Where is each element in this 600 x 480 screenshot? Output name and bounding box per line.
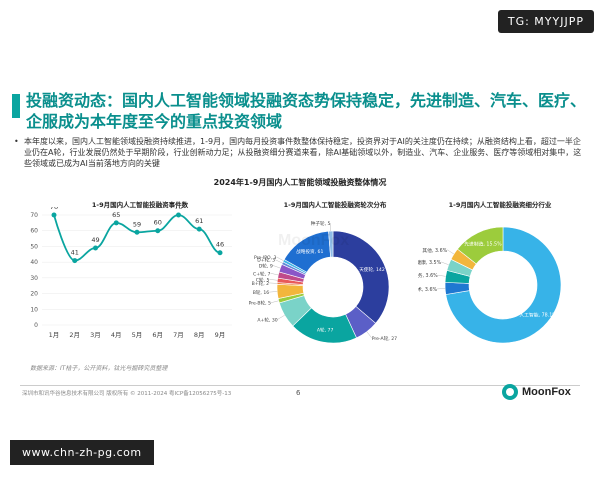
leader-line (447, 249, 455, 255)
pie-slice (457, 226, 504, 265)
slice-label: Pre-B轮, 5 (249, 300, 271, 307)
data-point (113, 220, 119, 226)
tg-watermark: TG: MYYJJPP (497, 10, 594, 33)
summary-bullet: • 本年度以来，国内人工智能领域投融资持续推进，1-9月，国内每月投资事件数整体… (14, 136, 584, 169)
data-point (217, 250, 223, 256)
slice-label: 天使轮, 142 (359, 266, 385, 273)
moonfox-watermark: MoonFox (278, 232, 350, 249)
data-label: 60 (154, 219, 162, 227)
footer-divider (20, 385, 580, 386)
section-title: 2024年1-9月国内人工智能领域投融资整体情况 (213, 178, 387, 187)
y-tick-label: 70 (30, 212, 38, 219)
moonfox-logo: MoonFox (502, 384, 571, 400)
x-tick-label: 4月 (111, 331, 122, 339)
x-tick-label: 5月 (132, 331, 143, 339)
x-tick-label: 2月 (69, 331, 80, 339)
data-point (134, 229, 140, 235)
data-point (155, 228, 161, 234)
leader-line (277, 315, 285, 320)
y-tick-label: 0 (34, 322, 38, 329)
x-tick-label: 9月 (215, 331, 226, 339)
logo-text: MoonFox (522, 386, 571, 398)
line-chart-title: 1-9月国内人工智能投融资事件数 (91, 201, 189, 209)
y-tick-label: 40 (30, 259, 38, 266)
y-tick-label: 30 (30, 275, 38, 282)
leader-line (275, 259, 283, 264)
pie-slice (332, 230, 390, 324)
slice-label: Pre-IPO, 3 (254, 255, 277, 261)
pie-slice (445, 226, 562, 344)
pie-slice (328, 230, 334, 258)
leader-line (269, 279, 278, 281)
data-point (51, 212, 57, 218)
rounds-chart-title: 1-9月国内人工智能投融资轮次分布 (283, 201, 387, 209)
slice-label: C轮, 5 (256, 276, 270, 283)
slice-label: 种子轮, 5 (311, 220, 331, 227)
title-accent-bar (12, 94, 20, 118)
slide-title: 投融资动态：国内人工智能领域投融资态势保持稳定，先进制造、汽车、医疗、企服成为本… (26, 91, 587, 131)
data-label: 70 (174, 207, 182, 211)
y-tick-label: 60 (30, 228, 38, 235)
data-label: 70 (50, 207, 58, 211)
slice-label: 企业服务, 3.6% (418, 272, 438, 279)
industry-chart-title: 1-9月国内人工智能投融资细分行业 (448, 201, 552, 209)
x-tick-label: 3月 (90, 331, 101, 339)
summary-text: 本年度以来，国内人工智能领域投融资持续推进，1-9月，国内每月投资事件数整体保持… (24, 137, 582, 168)
leader-line (366, 331, 372, 339)
leader-line (441, 261, 449, 265)
page-number: 6 (296, 389, 301, 397)
industry-donut-chart: 人工智能, 78.1% 汽车技术, 3.6% 企业服务, 3.6% 医疗健康, 3.5… (418, 226, 562, 344)
leader-line (437, 274, 446, 277)
data-label: 61 (195, 217, 203, 225)
slice-label: B轮, 16 (253, 289, 270, 296)
leader-line (270, 300, 279, 303)
slice-label: A轮, 77 (317, 326, 334, 333)
leader-line (270, 273, 279, 276)
slice-label: 战略投资, 61 (296, 248, 323, 255)
copyright-footer: 深圳市和讯华谷信息技术有限公司 版权所有 © 2011-2024 粤ICP备12… (22, 391, 232, 397)
slice-label: 医疗健康, 3.5% (418, 259, 442, 266)
slice-label: 先进制造, 15.5% (464, 241, 502, 248)
data-label: 65 (112, 211, 120, 219)
rounds-donut-chart: 天使轮, 142 Pre-A轮, 27 A轮, 77 A+轮, 30 Pre-B轮, 5… (249, 220, 397, 344)
data-point (176, 212, 181, 218)
slice-label: D轮, 9 (259, 262, 273, 269)
leader-line (276, 256, 284, 261)
url-watermark: www.chn-zh-pg.com (10, 440, 154, 465)
data-point (196, 226, 202, 232)
slice-label: Pre-A轮, 27 (372, 335, 397, 342)
slice-label: B+轮, 2 (252, 280, 270, 287)
y-tick-label: 20 (30, 291, 38, 298)
slice-label: 人工智能, 78.1% (519, 312, 557, 319)
slice-label: 汽车技术, 3.6% (418, 286, 438, 293)
slice-label: D+轮, 3 (257, 257, 275, 264)
data-label: 41 (71, 249, 79, 257)
bullet-dot-icon: • (14, 137, 19, 146)
leader-line (272, 265, 281, 269)
line-chart: 0 10 20 30 40 50 60 70 70 1月 41 2月 49 3月 65 4月 59 5月 60 6月 7… (30, 207, 232, 339)
x-tick-label: 1月 (49, 331, 60, 339)
x-tick-label: 8月 (194, 331, 205, 339)
moonfox-logo-icon (502, 384, 518, 400)
slice-label: C+轮, 7 (253, 270, 271, 277)
slice-label: 其他, 3.6% (422, 247, 447, 254)
data-label: 46 (216, 241, 224, 249)
x-tick-label: 6月 (152, 331, 163, 339)
data-label: 49 (91, 236, 99, 244)
y-tick-label: 10 (30, 306, 38, 313)
slice-label: A+轮, 30 (257, 316, 277, 323)
data-point (93, 245, 98, 251)
data-label: 59 (133, 220, 141, 228)
data-point (72, 258, 78, 264)
x-tick-label: 7月 (173, 331, 184, 339)
y-tick-label: 50 (30, 243, 38, 250)
leader-line (269, 291, 278, 293)
data-source: 数据来源：IT桔子，公开资料，钛光与掘砖究员整理 (30, 365, 168, 372)
leader-line (269, 282, 278, 284)
